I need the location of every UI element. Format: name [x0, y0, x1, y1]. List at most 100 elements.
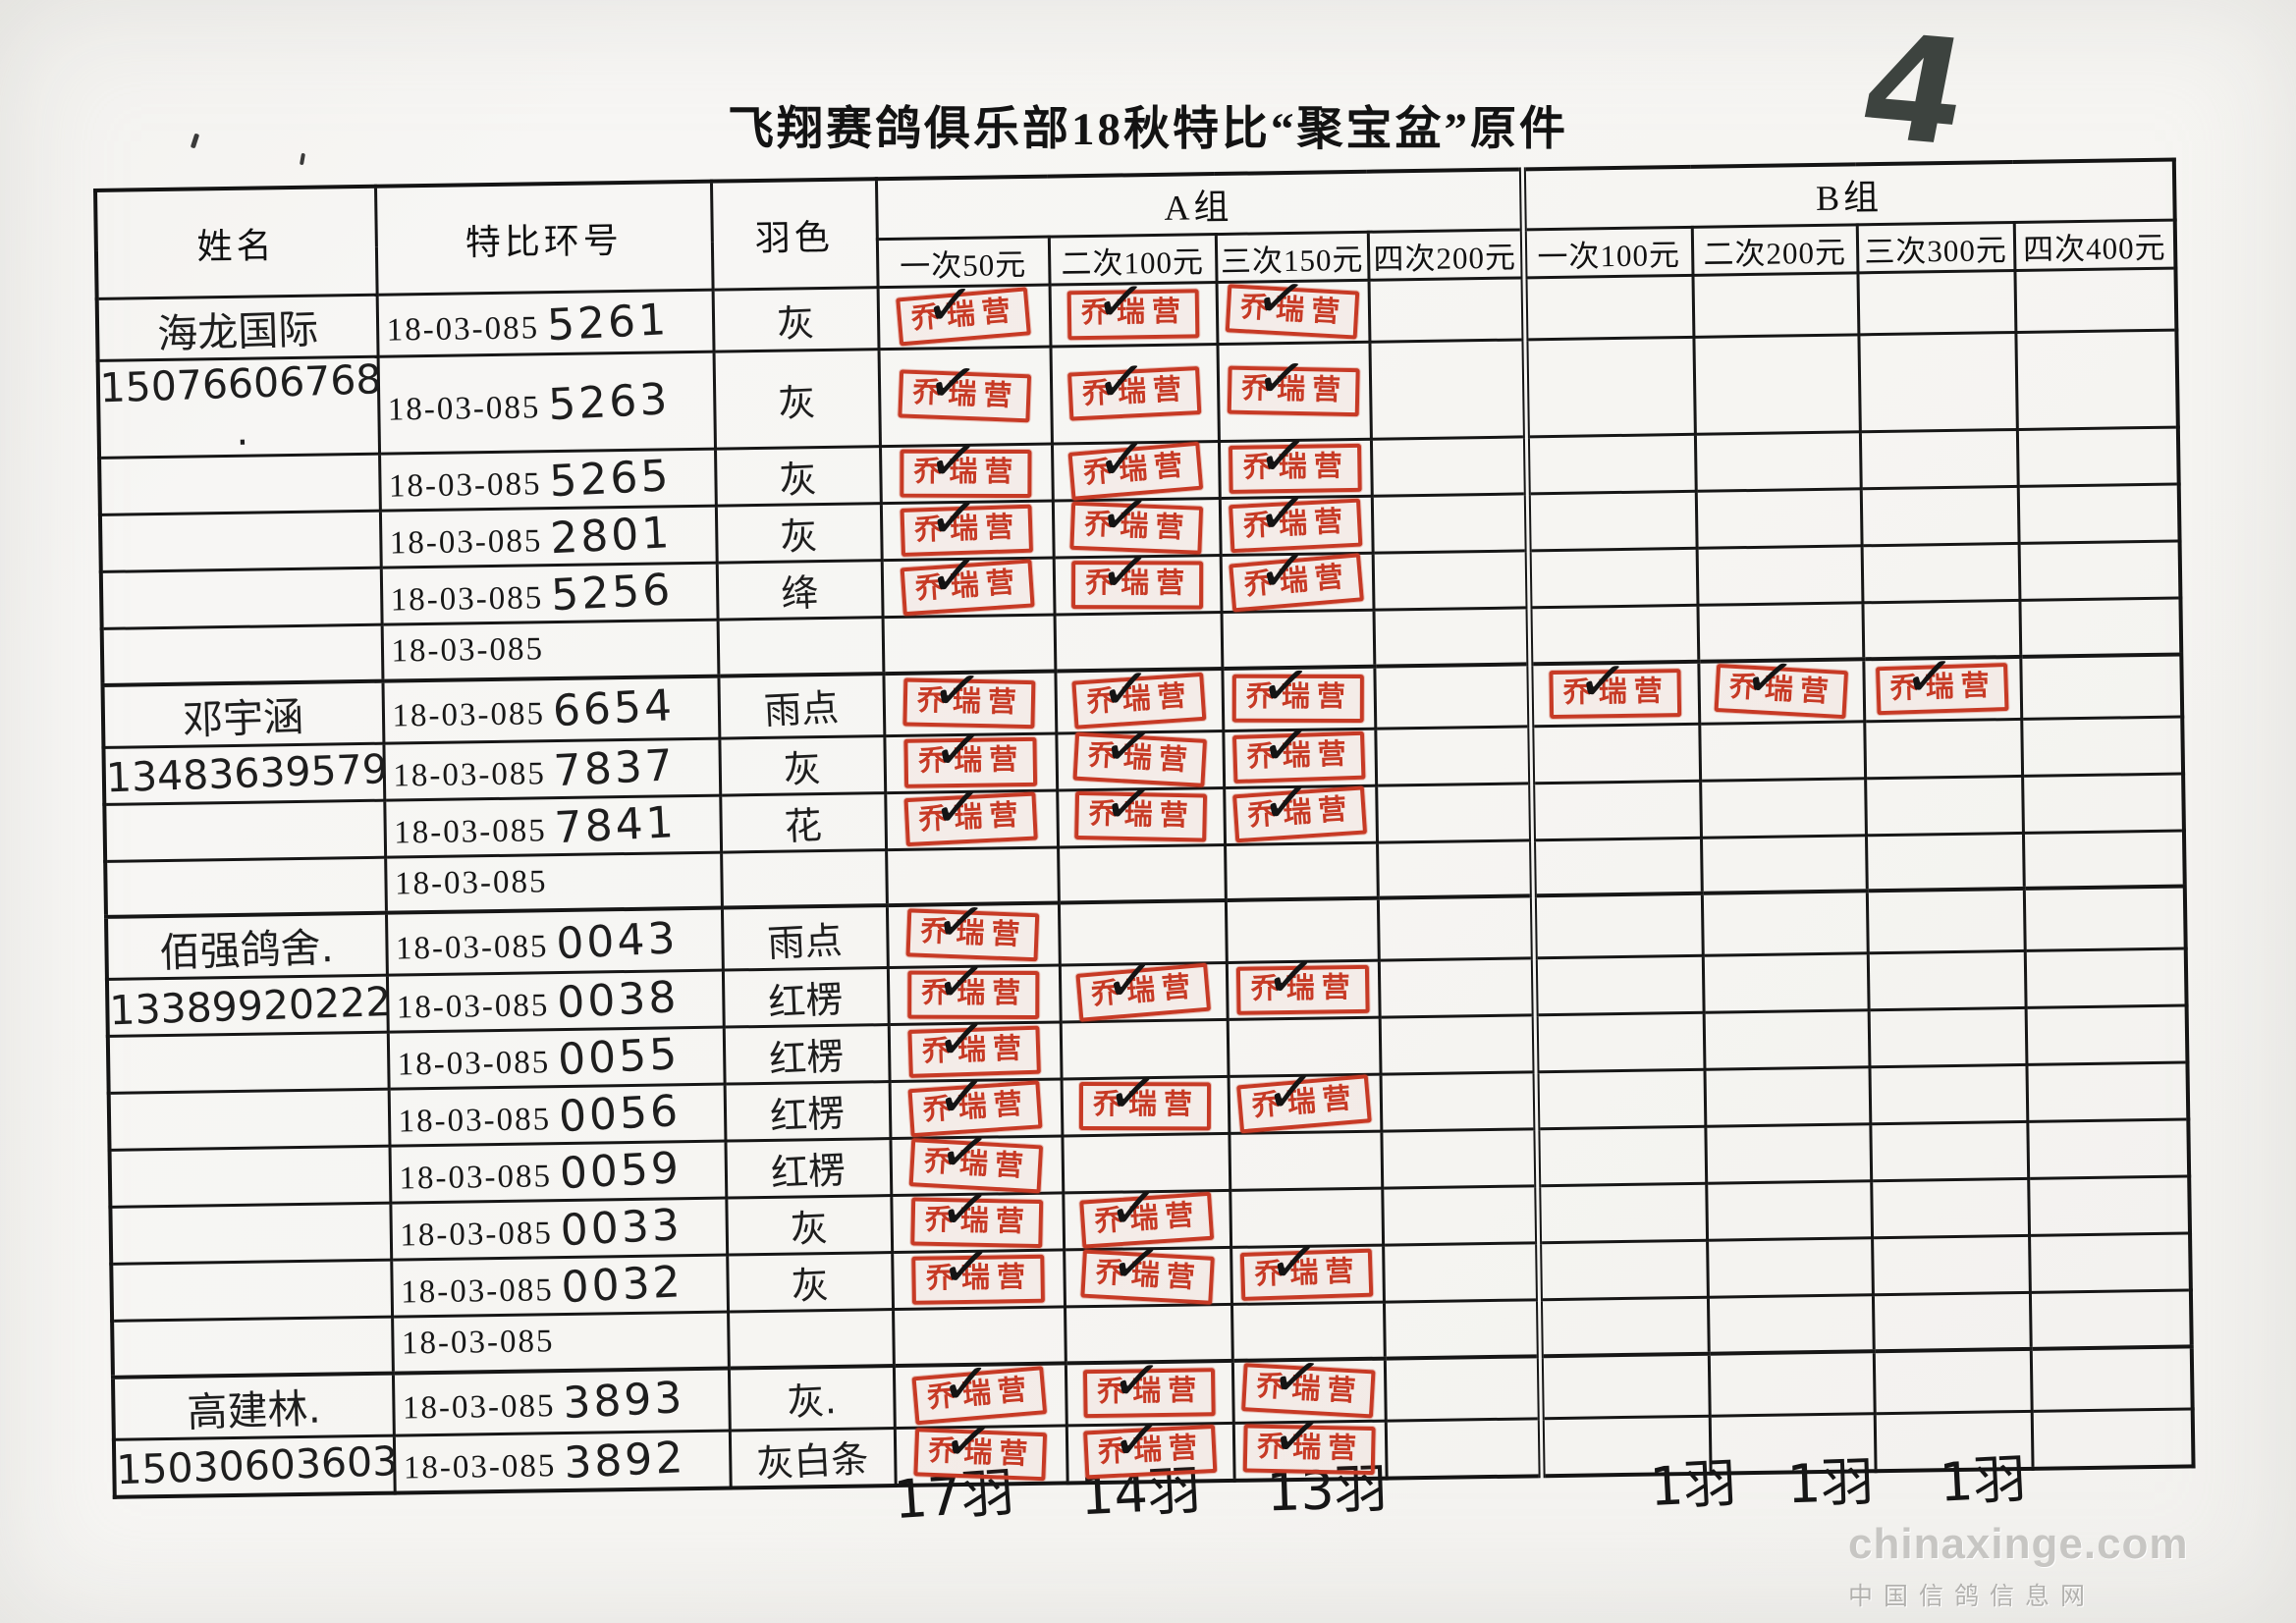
checkmark-icon: ✓ [1264, 1056, 1318, 1129]
handwritten-name: 佰强鸽舍. [159, 923, 335, 977]
payment-cell-a2: 乔瑞营 ✓ [1057, 767, 1226, 847]
handwritten-feather-color: 灰白条 [755, 1435, 870, 1486]
payment-cell-a1: 乔瑞营 ✓ [881, 540, 1055, 618]
payment-cell-b3 [1866, 888, 2025, 953]
registration-table-wrap: 姓名 特比环号 羽色 A组 B组 一次50元 二次100元 三次150元 四次2… [93, 157, 2197, 1531]
col-header-b4: 四次400元 [2013, 220, 2176, 271]
handwritten-feather-color: 灰 [779, 514, 819, 560]
payment-cell-a2: 乔瑞营 ✓ [1059, 946, 1228, 1022]
checkmark-icon: ✓ [1573, 644, 1632, 719]
ring-prefix: 18-03-085 [395, 928, 549, 967]
payment-cell-b4 [2029, 1289, 2192, 1349]
handwritten-feather-color: 灰 [776, 299, 816, 346]
group-a-header: A组 [875, 169, 1523, 240]
feather-color-cell: 灰 [715, 446, 881, 507]
payment-cell-b1 [1523, 275, 1694, 340]
checkmark-icon: ✓ [1256, 535, 1310, 608]
name-cell: 海龙国际 [96, 295, 378, 361]
handwritten-ring-suffix: 3892 [563, 1432, 687, 1488]
name-cell [101, 624, 383, 685]
handwritten-feather-color: 花 [783, 802, 823, 848]
payment-cell-b4 [2026, 1061, 2189, 1122]
name-cell [99, 454, 380, 515]
payment-cell-a4 [1370, 436, 1527, 497]
ring-prefix: 18-03-085 [399, 1159, 553, 1197]
payment-cell-b1 [1537, 1183, 1708, 1243]
handwritten-ring-suffix: 0059 [558, 1143, 683, 1200]
payment-cell-a4 [1385, 1418, 1542, 1479]
checkmark-icon: ✓ [1103, 1055, 1163, 1132]
ring-prefix: 18-03-085 [391, 631, 545, 670]
feather-color-cell: 红楞 [725, 1138, 892, 1199]
payment-cell-a3: 乔瑞营 ✓ [1228, 1056, 1382, 1134]
handwritten-ring-suffix: 7841 [553, 796, 678, 853]
checkmark-icon: ✓ [1098, 766, 1159, 842]
name-cell [110, 1203, 392, 1265]
payment-cell-a3: 乔瑞营 ✓ [1226, 941, 1380, 1020]
payment-cell-a4 [1373, 607, 1530, 667]
handwritten-name: 13483639579 [105, 745, 389, 802]
payment-cell-b4 [2022, 773, 2184, 833]
qiao-ruiying-stamp: 乔瑞营 ✓ [898, 346, 1032, 424]
handwritten-feather-color: 灰. [786, 1379, 838, 1425]
payment-cell-b1 [1526, 491, 1697, 551]
document-title: 飞翔赛鸽俱乐部18秋特比“聚宝盆”原件 [728, 104, 1568, 155]
payment-cell-a4 [1377, 895, 1534, 961]
payment-cell-b1 [1532, 893, 1703, 958]
feather-color-cell: 雨点 [718, 673, 885, 738]
payment-cell-b1 [1530, 723, 1701, 784]
qiao-ruiying-stamp: 乔瑞营 ✓ [1226, 260, 1360, 341]
name-cell: 邓宇涵 [102, 680, 384, 747]
feather-color-cell: 灰 [715, 503, 882, 564]
qiao-ruiying-stamp: 乔瑞营 ✓ [1229, 535, 1365, 613]
qiao-ruiying-stamp: 乔瑞营 ✓ [1071, 535, 1204, 610]
col-header-ring: 特比环号 [374, 181, 713, 296]
handwritten-feather-color: 雨点 [763, 685, 841, 733]
total-b3: 1羽 [1938, 1447, 2028, 1514]
ring-prefix: 18-03-085 [402, 1388, 556, 1427]
payment-cell-a4 [1383, 1299, 1540, 1359]
payment-cell-b4 [2028, 1175, 2191, 1236]
ring-number-cell: 18-03-085 5265 [379, 449, 716, 512]
handwritten-feather-color: 灰 [782, 745, 823, 791]
ring-prefix: 18-03-085 [388, 466, 542, 505]
qiao-ruiying-stamp: 乔瑞营 ✓ [1083, 1404, 1218, 1481]
handwritten-ring-suffix: 3893 [562, 1373, 686, 1430]
payment-cell-b1 [1536, 1126, 1707, 1186]
checkmark-icon: ✓ [1095, 534, 1155, 611]
payment-cell-a1: 乔瑞营 ✓ [885, 772, 1059, 850]
payment-cell-b2 [1705, 1123, 1872, 1184]
payment-cell-b4 [2021, 716, 2184, 776]
ring-prefix: 18-03-085 [396, 988, 550, 1026]
payment-cell-a3 [1225, 841, 1378, 900]
payment-cell-b3 [1865, 775, 2023, 836]
col-header-b2: 二次200元 [1691, 224, 1858, 276]
qiao-ruiying-stamp: 乔瑞营 ✓ [1232, 767, 1368, 843]
checkmark-icon: ✓ [927, 539, 982, 613]
payment-cell-a4 [1380, 1071, 1537, 1132]
payment-cell-b2 [1692, 272, 1859, 338]
payment-cell-b3 [1870, 1121, 2029, 1181]
qiao-ruiying-stamp: 乔瑞营 ✓ [1243, 1399, 1377, 1476]
qiao-ruiying-stamp: 乔瑞营 ✓ [1549, 644, 1682, 720]
payment-cell-b3 [1859, 429, 2018, 489]
feather-color-cell: 灰 [727, 1252, 894, 1313]
qiao-ruiying-stamp: 乔瑞营 ✓ [1078, 1056, 1212, 1131]
ring-number-cell: 18-03-085 0056 [388, 1084, 726, 1147]
payment-cell-a4 [1381, 1128, 1538, 1189]
ring-number-cell: 18-03-085 5263 [377, 352, 716, 455]
name-cell [105, 856, 386, 917]
payment-cell-b1 [1524, 337, 1695, 437]
payment-cell-b2 [1700, 778, 1866, 838]
payment-cell-b3: 乔瑞营 ✓ [1863, 640, 2022, 722]
ring-number-cell: 18-03-085 2801 [379, 506, 717, 568]
handwritten-ring-suffix: 7837 [552, 739, 677, 796]
payment-cell-a4 [1378, 957, 1535, 1018]
payment-cell-b2 [1695, 488, 1862, 549]
payment-cell-b1 [1527, 548, 1698, 608]
qiao-ruiying-stamp: 乔瑞营 ✓ [1075, 946, 1212, 1022]
table-body: 海龙国际 18-03-085 5261 灰乔瑞营 ✓ 乔瑞营 ✓ 乔瑞营 ✓ 1507660676… [96, 260, 2194, 1497]
checkmark-icon: ✓ [1261, 940, 1320, 1015]
payment-cell-a4 [1383, 1242, 1539, 1303]
